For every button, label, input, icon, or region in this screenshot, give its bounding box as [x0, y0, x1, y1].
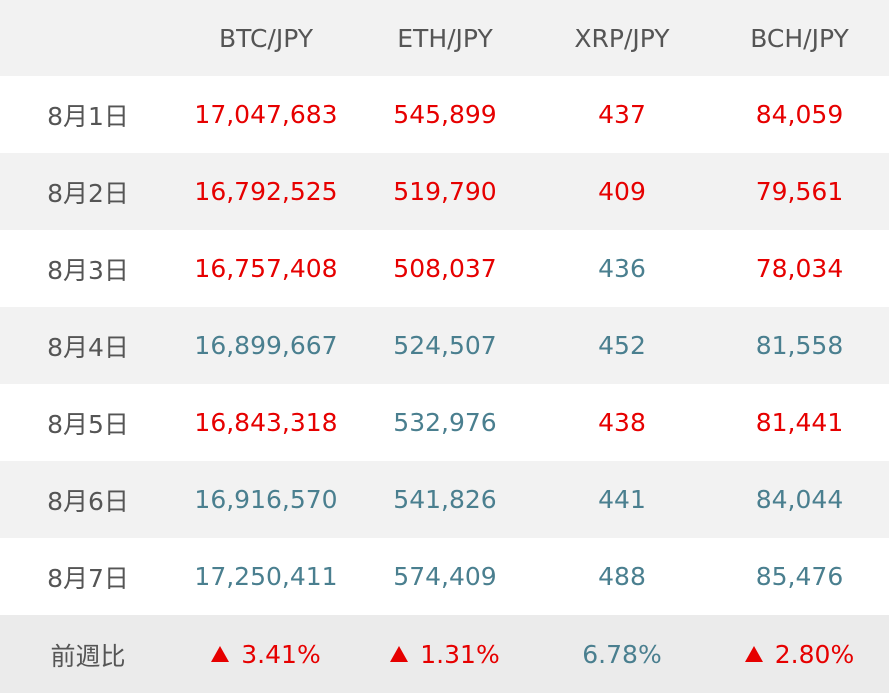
- bch-weekly-change: 2.80%: [710, 615, 889, 693]
- bch-price: 78,034: [755, 254, 844, 283]
- bch-price: 85,476: [755, 562, 844, 591]
- bch-price: 81,558: [755, 331, 844, 360]
- xrp-price: 488: [598, 562, 646, 591]
- table-row: 8月3日 16,757,408 508,037 436 78,034: [0, 230, 889, 307]
- btc-price: 17,047,683: [194, 100, 338, 129]
- table-row: 8月6日 16,916,570 541,826 441 84,044: [0, 461, 889, 538]
- btc-price: 16,916,570: [194, 485, 338, 514]
- btc-price: 16,792,525: [194, 177, 338, 206]
- xrp-price: 437: [598, 100, 646, 129]
- header-eth-jpy: ETH/JPY: [397, 23, 493, 53]
- btc-weekly-change: 3.41%: [176, 615, 356, 693]
- bch-weekly-change-value: 2.80%: [774, 640, 855, 669]
- eth-price: 524,507: [393, 331, 497, 360]
- header-row: BTC/JPY ETH/JPY XRP/JPY BCH/JPY: [0, 0, 889, 76]
- table-row: 8月1日 17,047,683 545,899 437 84,059: [0, 76, 889, 153]
- table-row: 8月5日 16,843,318 532,976 438 81,441: [0, 384, 889, 461]
- triangle-up-icon: [390, 646, 409, 662]
- btc-price: 16,757,408: [194, 254, 338, 283]
- xrp-price: 436: [598, 254, 646, 283]
- table-header: BTC/JPY ETH/JPY XRP/JPY BCH/JPY: [0, 0, 889, 76]
- row-date: 8月7日: [47, 563, 129, 593]
- btc-price: 16,899,667: [194, 331, 338, 360]
- xrp-weekly-change: 6.78%: [534, 615, 710, 693]
- eth-price: 532,976: [393, 408, 497, 437]
- table-body: 8月1日 17,047,683 545,899 437 84,059 8月2日 …: [0, 76, 889, 693]
- header-date-cell: [0, 0, 176, 76]
- xrp-price: 452: [598, 331, 646, 360]
- eth-weekly-change: 1.31%: [356, 615, 534, 693]
- bch-price: 79,561: [755, 177, 844, 206]
- triangle-up-icon: [211, 646, 230, 662]
- table-row: 8月7日 17,250,411 574,409 488 85,476: [0, 538, 889, 615]
- bch-price: 84,059: [755, 100, 844, 129]
- eth-weekly-change-value: 1.31%: [420, 640, 500, 669]
- eth-price: 545,899: [393, 100, 497, 129]
- btc-price: 17,250,411: [194, 562, 338, 591]
- row-date: 8月5日: [47, 409, 129, 439]
- xrp-price: 409: [598, 177, 646, 206]
- bch-price: 84,044: [755, 485, 844, 514]
- btc-weekly-change-value: 3.41%: [241, 640, 321, 669]
- eth-price: 574,409: [393, 562, 497, 591]
- xrp-weekly-change-value: 6.78%: [582, 640, 662, 669]
- row-date: 8月3日: [47, 255, 129, 285]
- row-date: 8月6日: [47, 486, 129, 516]
- eth-price: 541,826: [393, 485, 497, 514]
- bch-price: 81,441: [755, 408, 844, 437]
- summary-label: 前週比: [50, 641, 126, 671]
- eth-price: 519,790: [393, 177, 497, 206]
- summary-row: 前週比 3.41% 1.31% 6.78% 2.80%: [0, 615, 889, 693]
- eth-price: 508,037: [393, 254, 497, 283]
- header-bch-jpy: BCH/JPY: [750, 23, 849, 53]
- table-row: 8月2日 16,792,525 519,790 409 79,561: [0, 153, 889, 230]
- row-date: 8月4日: [47, 332, 129, 362]
- xrp-price: 441: [598, 485, 646, 514]
- row-date: 8月2日: [47, 178, 129, 208]
- triangle-up-icon: [744, 646, 763, 662]
- table-row: 8月4日 16,899,667 524,507 452 81,558: [0, 307, 889, 384]
- header-btc-jpy: BTC/JPY: [218, 23, 313, 53]
- btc-price: 16,843,318: [194, 408, 338, 437]
- xrp-price: 438: [598, 408, 646, 437]
- row-date: 8月1日: [47, 101, 129, 131]
- header-xrp-jpy: XRP/JPY: [574, 23, 670, 53]
